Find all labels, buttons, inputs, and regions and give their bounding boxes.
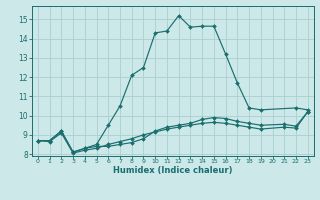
X-axis label: Humidex (Indice chaleur): Humidex (Indice chaleur)	[113, 166, 233, 175]
